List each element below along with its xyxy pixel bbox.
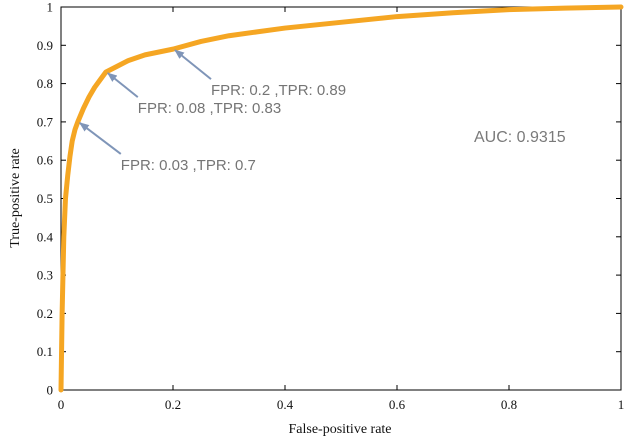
x-axis-label: False-positive rate bbox=[288, 422, 391, 437]
y-tick-label: 0 bbox=[47, 383, 54, 398]
y-tick-label: 0.9 bbox=[37, 38, 53, 53]
annotation-arrow bbox=[79, 122, 122, 155]
x-tick-label: 1 bbox=[618, 397, 625, 412]
annotation-label: FPR: 0.2 ,TPR: 0.89 bbox=[211, 82, 346, 99]
y-tick-label: 0.2 bbox=[37, 306, 53, 321]
y-tick-label: 0.6 bbox=[37, 153, 54, 168]
x-tick-label: 0.8 bbox=[501, 397, 517, 412]
x-tick-label: 0 bbox=[58, 397, 65, 412]
annotation-arrow bbox=[107, 72, 139, 98]
y-tick-label: 0.3 bbox=[37, 268, 53, 283]
x-tick-label: 0.4 bbox=[277, 397, 294, 412]
annotation-label: FPR: 0.08 ,TPR: 0.83 bbox=[138, 100, 281, 117]
plot-frame bbox=[60, 6, 622, 391]
y-tick-label: 0.1 bbox=[37, 344, 53, 359]
y-tick-label: 1 bbox=[47, 0, 54, 15]
annotation-label: FPR: 0.03 ,TPR: 0.7 bbox=[121, 157, 256, 174]
y-tick-label: 0.8 bbox=[37, 76, 53, 91]
auc-label: AUC: 0.9315 bbox=[474, 129, 566, 146]
annotation-arrow bbox=[174, 49, 212, 80]
roc-curve-line bbox=[58, 4, 624, 393]
x-tick-label: 0.6 bbox=[389, 397, 406, 412]
x-tick-label: 0.2 bbox=[165, 397, 181, 412]
y-axis-label: True-positive rate bbox=[8, 148, 23, 247]
y-tick-label: 0.4 bbox=[37, 229, 54, 244]
y-tick-label: 0.7 bbox=[37, 114, 54, 129]
y-tick-label: 0.5 bbox=[37, 191, 53, 206]
